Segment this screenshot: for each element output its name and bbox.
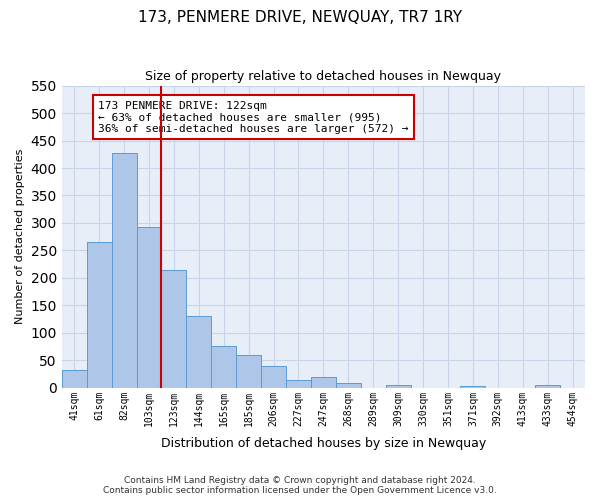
- Text: 173 PENMERE DRIVE: 122sqm
← 63% of detached houses are smaller (995)
36% of semi: 173 PENMERE DRIVE: 122sqm ← 63% of detac…: [98, 100, 409, 134]
- Text: 173, PENMERE DRIVE, NEWQUAY, TR7 1RY: 173, PENMERE DRIVE, NEWQUAY, TR7 1RY: [138, 10, 462, 25]
- Bar: [261, 366, 286, 388]
- Text: Contains HM Land Registry data © Crown copyright and database right 2024.
Contai: Contains HM Land Registry data © Crown c…: [103, 476, 497, 495]
- Bar: [137, 227, 161, 388]
- Bar: [336, 383, 361, 388]
- Bar: [87, 242, 112, 388]
- Bar: [112, 152, 137, 388]
- Y-axis label: Number of detached properties: Number of detached properties: [15, 149, 25, 324]
- Title: Size of property relative to detached houses in Newquay: Size of property relative to detached ho…: [145, 70, 502, 83]
- Bar: [386, 385, 410, 388]
- Bar: [311, 377, 336, 388]
- Bar: [187, 316, 211, 388]
- Bar: [535, 385, 560, 388]
- Bar: [286, 380, 311, 388]
- Bar: [460, 386, 485, 388]
- X-axis label: Distribution of detached houses by size in Newquay: Distribution of detached houses by size …: [161, 437, 486, 450]
- Bar: [62, 370, 87, 388]
- Bar: [236, 356, 261, 388]
- Bar: [161, 270, 187, 388]
- Bar: [211, 346, 236, 388]
